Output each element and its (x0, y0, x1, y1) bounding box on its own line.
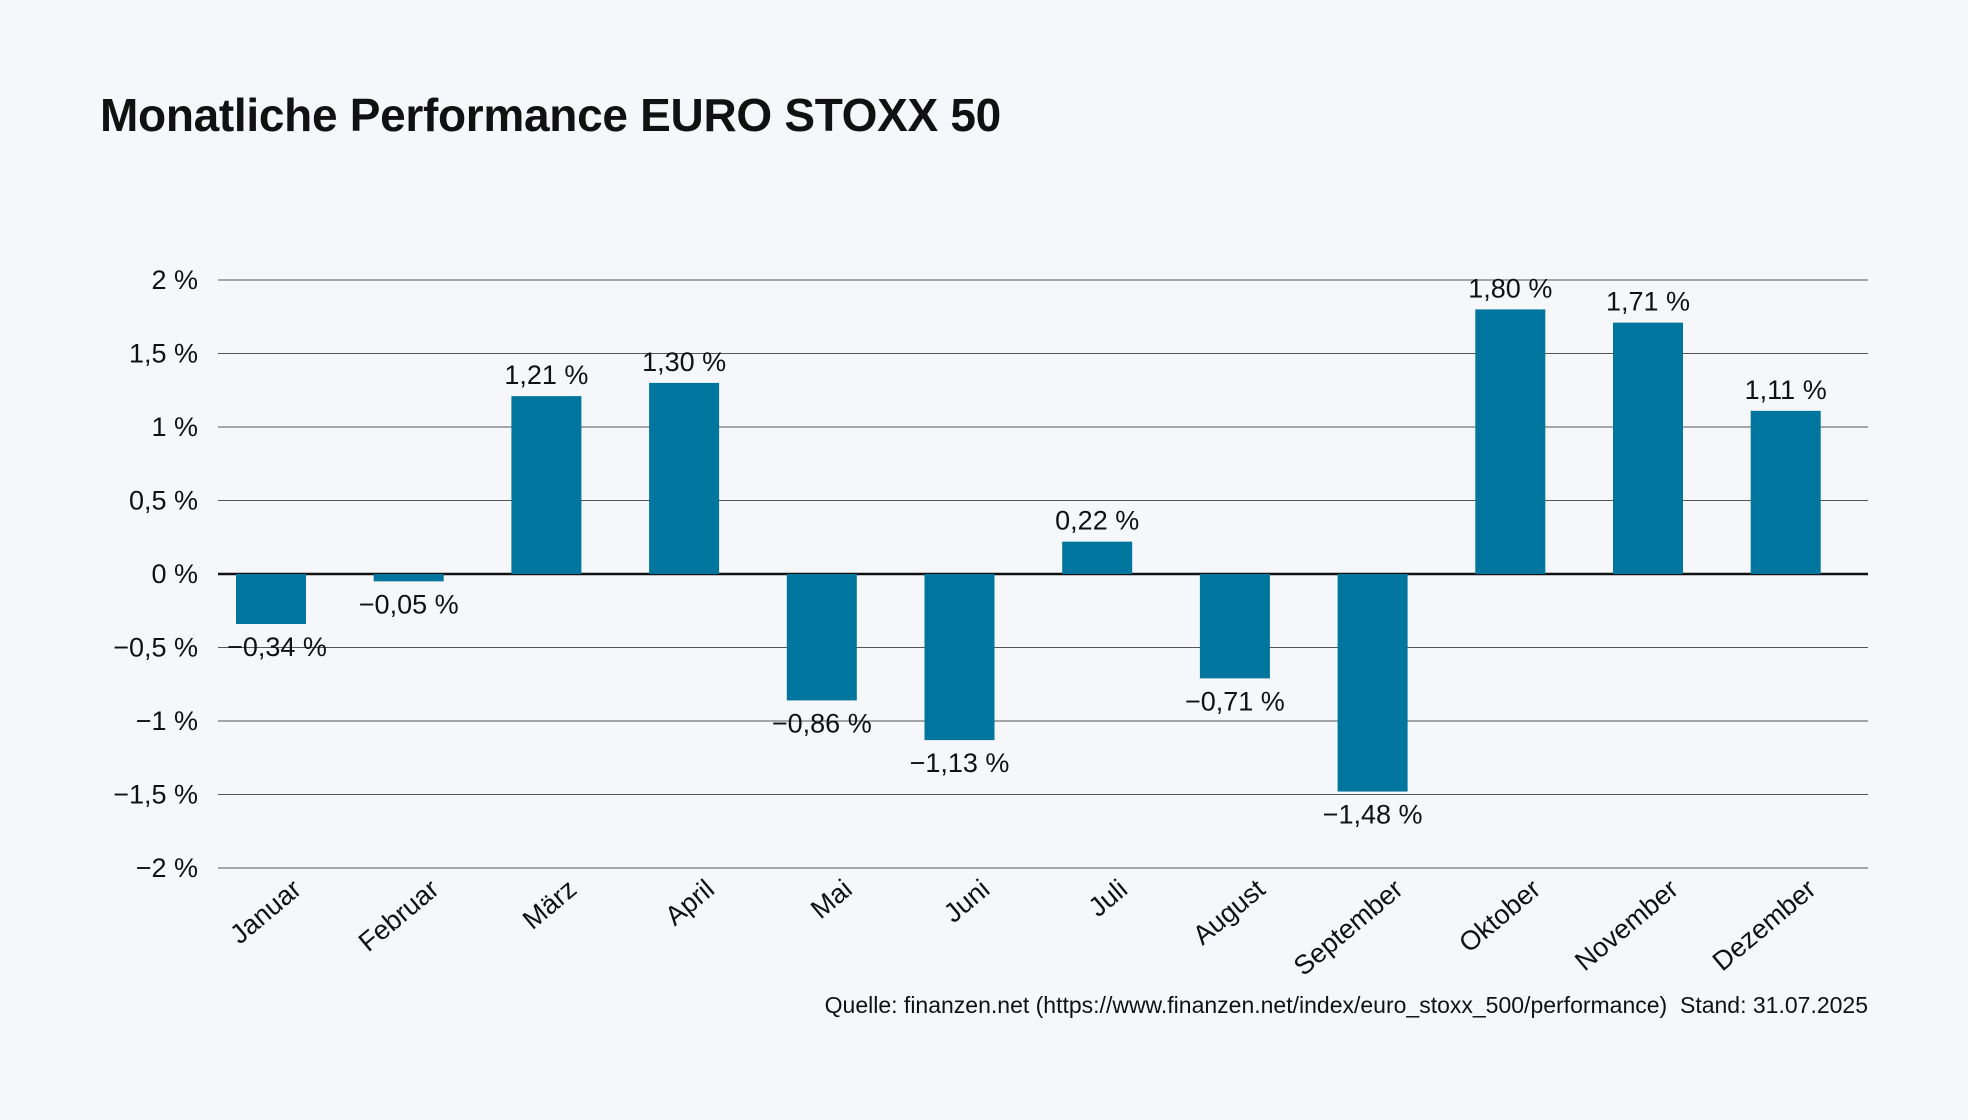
x-tick-label: Februar (353, 874, 445, 958)
bar (511, 396, 582, 574)
data-label: −0,71 % (1185, 686, 1285, 716)
bar (236, 574, 306, 624)
data-label: 0,22 % (1055, 506, 1139, 536)
y-tick-label: −0,5 % (113, 633, 198, 663)
data-label: −0,05 % (359, 589, 459, 619)
y-tick-label: 0 % (151, 559, 198, 589)
x-tick-label: Juli (1083, 874, 1133, 923)
x-tick-label: Oktober (1453, 874, 1546, 959)
y-tick-label: 1 % (151, 412, 198, 442)
y-tick-label: 1,5 % (129, 339, 198, 369)
bar (373, 574, 444, 582)
data-label: 1,80 % (1468, 273, 1552, 303)
chart-title: Monatliche Performance EURO STOXX 50 (100, 89, 1001, 141)
x-tick-label: Dezember (1707, 874, 1822, 977)
bar (1337, 574, 1408, 792)
x-tick-label: September (1288, 874, 1408, 982)
x-tick-label: November (1569, 874, 1684, 977)
y-tick-label: −1 % (136, 706, 198, 736)
data-label: 1,21 % (504, 360, 588, 390)
y-tick-label: 2 % (151, 265, 198, 295)
y-tick-label: 0,5 % (129, 486, 198, 516)
source-note: Quelle: finanzen.net (https://www.finanz… (824, 992, 1868, 1018)
x-tick-label: Mai (805, 874, 858, 925)
bar (1475, 309, 1546, 574)
y-tick-label: −2 % (136, 853, 198, 883)
data-label: 1,11 % (1745, 375, 1827, 405)
data-label: −0,86 % (772, 708, 872, 738)
x-tick-label: August (1187, 873, 1271, 950)
x-tick-label: Januar (224, 874, 307, 950)
bar (1750, 410, 1821, 574)
bar (649, 382, 720, 574)
y-tick-label: −1,5 % (113, 780, 198, 810)
bar (1613, 322, 1683, 574)
data-label: 1,30 % (642, 347, 726, 377)
bar (1062, 541, 1133, 574)
data-label: −1,48 % (1323, 800, 1423, 830)
data-label: −1,13 % (910, 748, 1010, 778)
x-tick-label: März (517, 874, 582, 936)
bar (924, 574, 995, 741)
bar (1199, 574, 1270, 679)
x-tick-label: Juni (938, 874, 995, 929)
data-label: 1,71 % (1606, 287, 1690, 317)
bar (786, 574, 857, 701)
x-tick-label: April (659, 874, 720, 932)
data-label: −0,34 % (227, 632, 327, 662)
